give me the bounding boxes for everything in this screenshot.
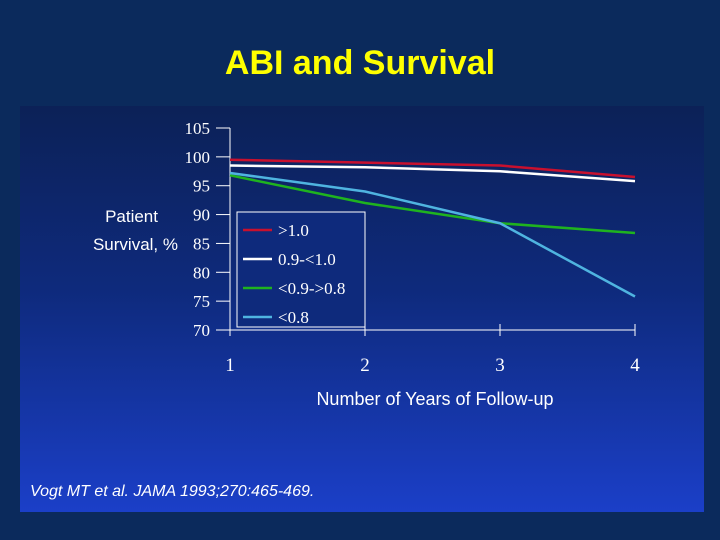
y-tick-label: 80 bbox=[193, 263, 210, 282]
x-tick-label: 2 bbox=[360, 355, 370, 376]
legend-label: <0.9->0.8 bbox=[278, 279, 345, 298]
x-axis-label: Number of Years of Follow-up bbox=[316, 389, 553, 409]
y-axis-label-line1: Patient bbox=[105, 207, 158, 226]
x-tick-label: 3 bbox=[495, 355, 505, 376]
y-tick-label: 90 bbox=[193, 206, 210, 225]
series-line-2 bbox=[229, 164, 636, 183]
chart-axes bbox=[229, 128, 635, 331]
legend-label: <0.8 bbox=[278, 308, 309, 327]
y-tick-label: 105 bbox=[185, 119, 211, 138]
y-tick-label: 75 bbox=[193, 292, 210, 311]
y-tick-group: 105 100 95 90 85 80 75 70 bbox=[185, 119, 230, 340]
x-tick-group: 1 2 3 4 bbox=[225, 324, 640, 376]
series-lines bbox=[229, 158, 636, 298]
y-tick-label: 95 bbox=[193, 177, 210, 196]
x-tick-label: 4 bbox=[630, 355, 640, 376]
legend: >1.0 0.9-<1.0 <0.9->0.8 <0.8 bbox=[236, 211, 366, 328]
slide-title: ABI and Survival bbox=[224, 44, 496, 82]
series-line-1 bbox=[229, 158, 636, 179]
series-line-3 bbox=[229, 174, 636, 235]
x-tick-label: 1 bbox=[225, 355, 235, 376]
citation: Vogt MT et al. JAMA 1993;270:465-469. bbox=[30, 483, 315, 500]
series-line-4 bbox=[229, 171, 636, 298]
y-tick-label: 100 bbox=[185, 148, 211, 167]
y-axis-label-line2: Survival, % bbox=[93, 235, 178, 254]
y-tick-label: 85 bbox=[193, 234, 210, 253]
legend-label: 0.9-<1.0 bbox=[278, 250, 336, 269]
legend-label: >1.0 bbox=[278, 221, 309, 240]
y-tick-label: 70 bbox=[193, 321, 210, 340]
